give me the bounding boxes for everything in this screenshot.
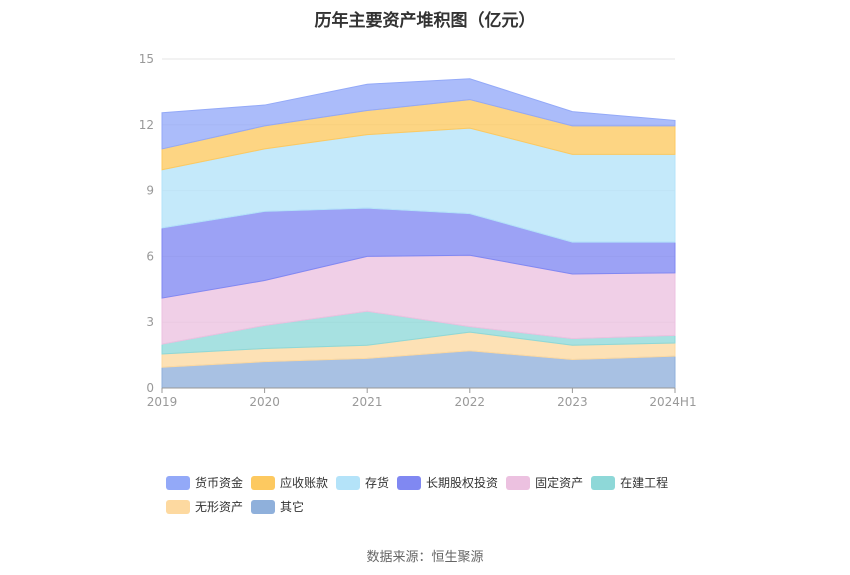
legend-label: 长期股权投资 bbox=[426, 476, 499, 490]
chart-title: 历年主要资产堆积图（亿元） bbox=[314, 11, 536, 31]
legend-item[interactable]: 固定资产 bbox=[506, 474, 584, 490]
legend-label: 货币资金 bbox=[195, 476, 244, 490]
legend-item[interactable]: 货币资金 bbox=[166, 474, 244, 490]
x-tick-label: 2024H1 bbox=[649, 395, 696, 409]
legend-item[interactable]: 在建工程 bbox=[591, 474, 669, 490]
x-tick-label: 2021 bbox=[352, 395, 383, 409]
y-tick-label: 9 bbox=[146, 184, 154, 198]
y-tick-label: 15 bbox=[139, 52, 154, 66]
y-tick-label: 6 bbox=[146, 249, 154, 263]
y-tick-label: 0 bbox=[146, 381, 154, 395]
legend-item[interactable]: 存货 bbox=[336, 474, 390, 490]
legend-swatch bbox=[251, 475, 276, 490]
legend-label: 无形资产 bbox=[195, 500, 244, 514]
legend-item[interactable]: 其它 bbox=[251, 498, 305, 514]
legend-label: 固定资产 bbox=[535, 476, 584, 490]
legend-item[interactable]: 无形资产 bbox=[166, 498, 244, 514]
legend-item[interactable]: 应收账款 bbox=[251, 474, 329, 490]
x-tick-label: 2022 bbox=[455, 395, 486, 409]
chart-legend: 货币资金 应收账款 存货 长期股权投资 固定资产 在建工程无形资产 其它 bbox=[166, 474, 726, 522]
legend-item[interactable]: 长期股权投资 bbox=[397, 474, 499, 490]
legend-swatch bbox=[397, 475, 422, 490]
legend-swatch bbox=[251, 499, 276, 514]
legend-swatch bbox=[506, 475, 531, 490]
legend-label: 在建工程 bbox=[620, 476, 669, 490]
legend-label: 存货 bbox=[365, 476, 390, 490]
x-tick-label: 2020 bbox=[249, 395, 280, 409]
legend-swatch bbox=[591, 475, 616, 490]
x-tick-label: 2019 bbox=[147, 395, 178, 409]
legend-label: 应收账款 bbox=[280, 476, 329, 490]
stacked-area-chart: 0 3 6 9 12 15 2019 2020 2021 2022 2023 2024H1 bbox=[139, 52, 697, 409]
legend-swatch bbox=[166, 475, 190, 490]
source-note: 数据来源：恒生聚源 bbox=[366, 550, 484, 565]
y-tick-label: 3 bbox=[146, 315, 154, 329]
legend-swatch bbox=[336, 475, 361, 490]
y-tick-label: 12 bbox=[139, 118, 154, 132]
x-tick-label: 2023 bbox=[557, 395, 588, 409]
legend-label: 其它 bbox=[280, 500, 305, 514]
legend-swatch bbox=[166, 499, 190, 514]
area-series-8 bbox=[161, 78, 676, 150]
